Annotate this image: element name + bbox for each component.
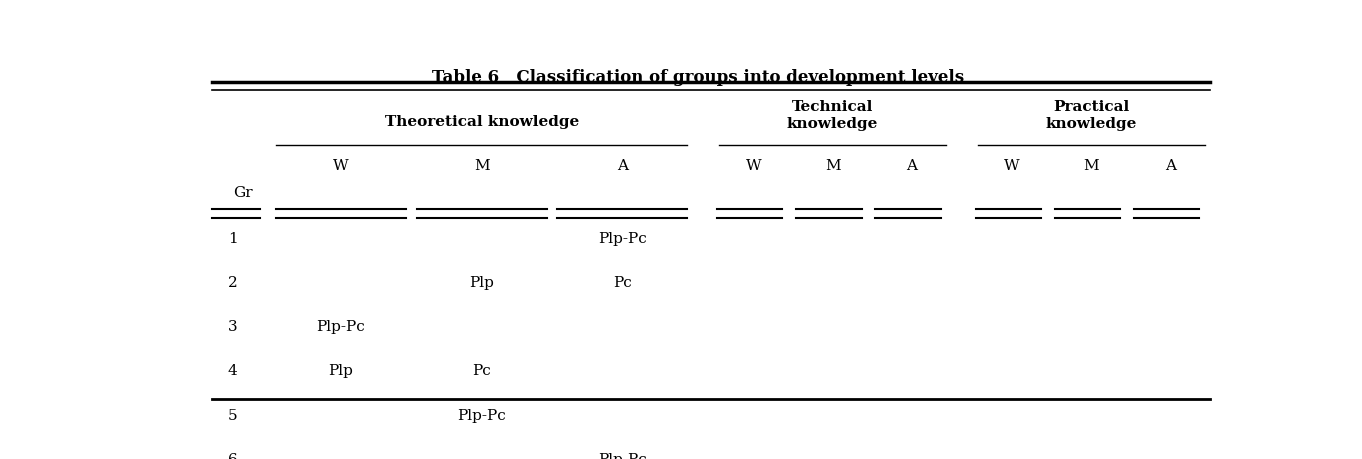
Text: Technical
knowledge: Technical knowledge [787, 100, 878, 131]
Text: Table 6   Classification of groups into development levels: Table 6 Classification of groups into de… [432, 69, 964, 86]
Text: 4: 4 [227, 364, 237, 378]
Text: Plp-Pc: Plp-Pc [458, 409, 507, 423]
Text: W: W [1004, 159, 1020, 174]
Text: M: M [474, 159, 489, 174]
Text: M: M [825, 159, 840, 174]
Text: Pc: Pc [613, 276, 632, 290]
Text: A: A [1165, 159, 1175, 174]
Text: Plp: Plp [328, 364, 353, 378]
Text: Plp-Pc: Plp-Pc [316, 320, 365, 334]
Text: Practical
knowledge: Practical knowledge [1046, 100, 1137, 131]
Text: W: W [334, 159, 349, 174]
Text: W: W [745, 159, 761, 174]
Text: Theoretical knowledge: Theoretical knowledge [384, 115, 579, 129]
Text: M: M [1083, 159, 1099, 174]
Text: 2: 2 [227, 276, 237, 290]
Text: Pc: Pc [473, 364, 492, 378]
Text: 6: 6 [227, 453, 237, 459]
Text: Gr: Gr [233, 186, 252, 200]
Text: Plp: Plp [469, 276, 494, 290]
Text: Plp-Pc: Plp-Pc [598, 453, 647, 459]
Text: 5: 5 [227, 409, 237, 423]
Text: Plp-Pc: Plp-Pc [598, 232, 647, 246]
Text: 1: 1 [227, 232, 237, 246]
Text: A: A [617, 159, 628, 174]
Text: A: A [906, 159, 917, 174]
Text: 3: 3 [227, 320, 237, 334]
